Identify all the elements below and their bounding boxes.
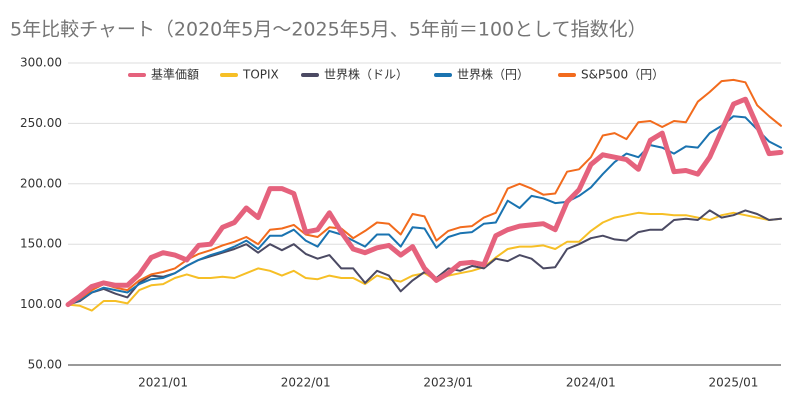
- chart-title: 5年比較チャート（2020年5月〜2025年5月、5年前＝100として指数化）: [10, 19, 647, 41]
- legend-label: 基準価額: [151, 67, 199, 82]
- x-tick-label: 2023/01: [423, 376, 473, 390]
- y-tick-label: 100.00: [20, 297, 62, 311]
- legend-label: 世界株（ドル）: [324, 67, 408, 82]
- x-tick-label: 2021/01: [138, 376, 188, 390]
- series-line: [67, 115, 782, 306]
- series-line: [65, 96, 784, 308]
- y-tick-label: 200.00: [20, 176, 62, 190]
- y-tick-label: 150.00: [20, 237, 62, 251]
- y-tick-label: 300.00: [20, 56, 62, 70]
- x-tick-label: 2025/01: [709, 376, 759, 390]
- x-tick-label: 2024/01: [566, 376, 616, 390]
- x-tick-label: 2022/01: [281, 376, 331, 390]
- legend-label: S&P500（円）: [581, 68, 664, 82]
- y-tick-label: 50.00: [28, 358, 62, 372]
- y-tick-label: 250.00: [20, 116, 62, 130]
- legend-label: TOPIX: [242, 68, 279, 82]
- legend-label: 世界株（円）: [457, 67, 529, 82]
